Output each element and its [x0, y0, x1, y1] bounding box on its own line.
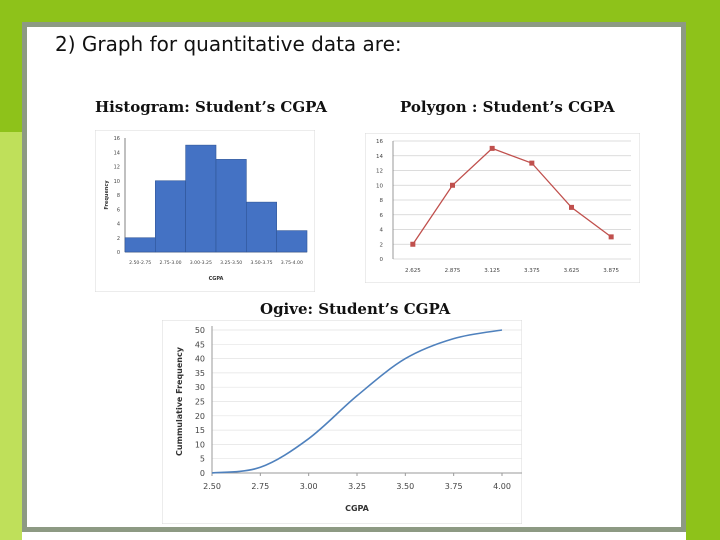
- ogive-y-tick-label: 10: [195, 440, 205, 449]
- histogram-y-tick-label: 12: [114, 165, 120, 171]
- decor-green-block-top-left-lower: [0, 22, 22, 132]
- polygon-y-tick-label: 2: [380, 242, 384, 248]
- polygon-y-tick-label: 14: [376, 154, 383, 160]
- polygon-y-tick-label: 12: [376, 169, 383, 175]
- polygon-chart: 0 2 4 6 8 10 12 14 16 2.625 2.875 3.125 3.375 3.625 3.…: [364, 132, 641, 284]
- polygon-x-tick-label: 3.625: [564, 268, 580, 274]
- ogive-x-tick-label: 3.00: [300, 482, 318, 491]
- polygon-y-tick-label: 4: [380, 228, 384, 234]
- polygon-x-tick-label: 3.875: [603, 268, 619, 274]
- ogive-y-tick-label: 30: [195, 383, 205, 392]
- histogram-y-tick-label: 10: [114, 179, 120, 185]
- histogram-y-tick-label: 0: [117, 250, 120, 256]
- histogram-y-tick-label: 6: [117, 207, 120, 213]
- ogive-x-tick-label: 2.75: [251, 482, 269, 491]
- histogram-bar: [185, 144, 217, 253]
- ogive-x-axis-label: CGPA: [345, 504, 370, 513]
- histogram-y-tick-label: 8: [117, 193, 120, 199]
- polygon-y-tick-label: 6: [380, 213, 384, 219]
- polygon-data-point: [489, 145, 495, 151]
- histogram-x-axis-label: CGPA: [209, 276, 224, 282]
- histogram-y-tick-label: 4: [117, 222, 120, 228]
- ogive-y-tick-label: 25: [195, 398, 205, 407]
- ogive-y-tick-label: 35: [195, 369, 205, 378]
- ogive-series-line: [211, 329, 503, 474]
- histogram-bar: [155, 180, 186, 253]
- polygon-plot-border: [364, 132, 641, 284]
- histogram-title: Histogram: Student’s CGPA: [95, 98, 327, 116]
- polygon-x-tick-label: 2.625: [405, 268, 421, 274]
- ogive-y-tick-label: 15: [195, 426, 205, 435]
- ogive-y-axis-label: Cummulative Frequency: [175, 346, 184, 456]
- decor-green-block-top-left: [0, 0, 145, 22]
- histogram-y-tick-label: 14: [114, 150, 120, 156]
- histogram-bar: [246, 201, 277, 253]
- histogram-x-tick-label: 3.75-4.00: [281, 260, 303, 266]
- histogram-svg: 0 2 4 6 8 10 12 14 16 2.50-2.75 2.75-3.00 3.00-3.25…: [94, 129, 316, 293]
- ogive-y-tick-label: 45: [195, 340, 205, 349]
- histogram-x-tick-label: 3.50-3.75: [250, 260, 272, 266]
- histogram-y-tick-label: 2: [117, 236, 120, 242]
- polygon-data-point: [569, 204, 574, 210]
- polygon-y-tick-label: 16: [376, 139, 383, 145]
- polygon-data-point: [529, 160, 535, 166]
- ogive-x-tick-label: 4.00: [493, 482, 511, 491]
- polygon-x-tick-label: 2.875: [445, 268, 461, 274]
- polygon-data-point: [450, 182, 455, 188]
- histogram-bar: [124, 237, 156, 253]
- ogive-x-tick-label: 3.25: [348, 482, 366, 491]
- ogive-chart: 0 5 10 15 20 25 30 35 40 45 50 2.50 2.75 3.00 3.25 3.50…: [161, 319, 523, 525]
- histogram-y-tick-label: 16: [114, 136, 120, 142]
- histogram-x-tick-label: 2.50-2.75: [129, 260, 151, 266]
- ogive-y-tick-label: 50: [195, 326, 205, 335]
- ogive-title: Ogive: Student’s CGPA: [260, 300, 451, 318]
- histogram-x-tick-label: 3.25-3.50: [220, 260, 242, 266]
- ogive-x-tick-label: 2.50: [203, 482, 221, 491]
- histogram-x-tick-label: 3.00-3.25: [190, 260, 212, 266]
- decor-green-block-left: [0, 132, 22, 540]
- ogive-x-tick-label: 3.50: [396, 482, 414, 491]
- polygon-y-tick-label: 8: [380, 198, 384, 204]
- polygon-x-tick-label: 3.375: [524, 268, 540, 274]
- ogive-y-tick-label: 0: [200, 469, 205, 478]
- polygon-data-point: [410, 241, 416, 247]
- ogive-x-tick-label: 3.75: [445, 482, 463, 491]
- polygon-svg: 0 2 4 6 8 10 12 14 16 2.625 2.875 3.125 3.375 3.625 3.…: [364, 132, 641, 284]
- decor-green-block-top-right: [145, 0, 720, 22]
- ogive-y-tick-label: 20: [195, 412, 205, 421]
- histogram-bar: [276, 230, 308, 253]
- ogive-y-tick-label: 5: [200, 455, 205, 464]
- histogram-x-tick-label: 2.75-3.00: [159, 260, 181, 266]
- polygon-data-point: [608, 234, 614, 240]
- ogive-plot-border: [161, 319, 523, 525]
- polygon-y-tick-label: 10: [376, 183, 383, 189]
- polygon-series-line: [412, 147, 612, 245]
- polygon-title: Polygon : Student’s CGPA: [400, 98, 615, 116]
- histogram-bar: [215, 159, 247, 253]
- polygon-y-tick-label: 0: [380, 257, 384, 263]
- histogram-chart: 0 2 4 6 8 10 12 14 16 2.50-2.75 2.75-3.00 3.00-3.25…: [94, 129, 316, 293]
- decor-green-block-right: [686, 22, 720, 540]
- ogive-y-tick-label: 40: [195, 355, 205, 364]
- ogive-svg: 0 5 10 15 20 25 30 35 40 45 50 2.50 2.75 3.00 3.25 3.50…: [161, 319, 523, 525]
- histogram-y-axis-label: Frequency: [104, 180, 110, 210]
- polygon-x-tick-label: 3.125: [484, 268, 500, 274]
- slide-title: 2) Graph for quantitative data are:: [55, 32, 402, 56]
